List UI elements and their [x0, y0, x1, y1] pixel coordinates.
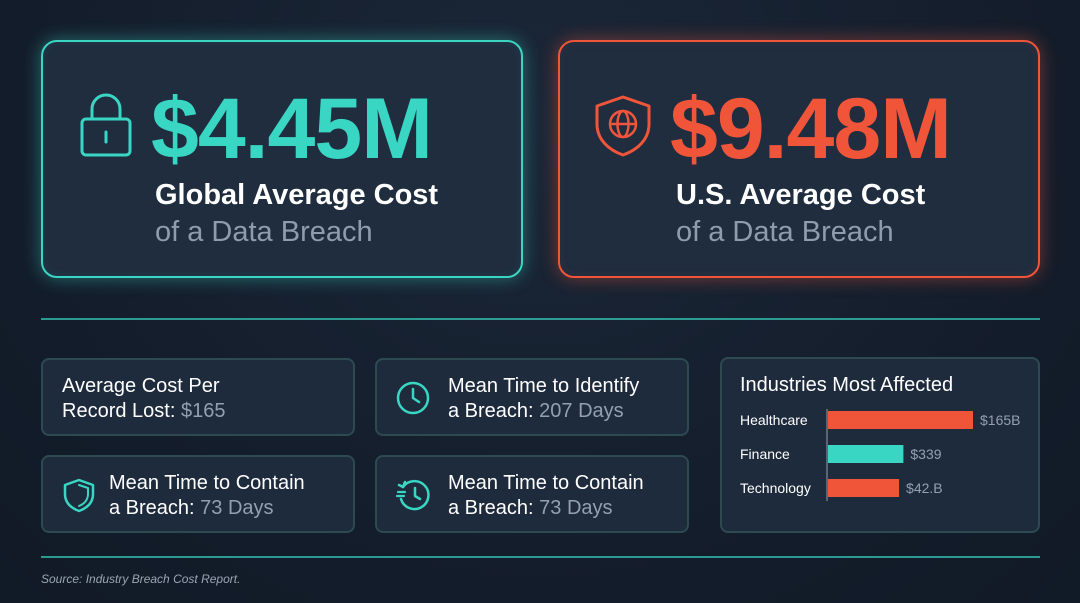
stat-line2: a Breach: 73 Days — [448, 496, 644, 521]
stat-line2: Record Lost: $165 — [62, 399, 225, 424]
stat-line1: Mean Time to Contain — [109, 472, 305, 494]
bar-healthcare — [828, 411, 973, 429]
us-average-cost-value: $9.48M — [670, 81, 952, 177]
stat-value: $165 — [180, 400, 226, 422]
industries-bar-chart: Healthcare $165B Finance $339 Technology $42.… — [740, 409, 1020, 501]
stat-card-time-to-identify: Mean Time to Identify a Breach: 207 Days — [375, 358, 689, 436]
value-label: $42.B — [906, 480, 943, 496]
stat-text: Average Cost Per Record Lost: $165 — [62, 374, 225, 424]
stat-card-cost-per-record: Average Cost Per Record Lost: $165 — [41, 358, 355, 436]
category-label: Technology — [740, 480, 811, 496]
us-average-cost-title: U.S. Average Cost — [676, 179, 926, 211]
source-note: Source: Industry Breach Cost Report. — [41, 572, 241, 586]
stat-label: a Breach: — [448, 497, 534, 519]
us-average-cost-subtitle: of a Data Breach — [676, 216, 894, 248]
divider-top — [41, 318, 1040, 320]
stat-text: Mean Time to Identify a Breach: 207 Days — [448, 374, 639, 424]
stat-label: Record Lost: — [62, 400, 176, 422]
bar-finance — [828, 445, 904, 463]
stat-text: Mean Time to Contain a Breach: 73 Days — [109, 471, 305, 521]
bar-technology — [828, 479, 900, 497]
stat-line1: Mean Time to Contain — [448, 472, 644, 494]
global-average-cost-title: Global Average Cost — [155, 179, 439, 211]
stat-line1: Average Cost Per — [62, 375, 220, 397]
us-average-cost-card: $9.48M U.S. Average Cost of a Data Breac… — [558, 40, 1040, 278]
stat-label: a Breach: — [109, 497, 195, 519]
clock-icon — [396, 381, 430, 415]
stat-value: 73 Days — [539, 497, 613, 519]
global-average-cost-subtitle: of a Data Breach — [155, 216, 373, 248]
value-label: $165B — [980, 412, 1020, 428]
global-average-cost-card: $4.45M Global Average Cost of a Data Bre… — [41, 40, 523, 278]
stat-text: Mean Time to Contain a Breach: 73 Days — [448, 471, 644, 521]
stat-card-time-to-contain: Mean Time to Contain a Breach: 73 Days — [41, 455, 355, 533]
stat-line2: a Breach: 73 Days — [109, 496, 305, 521]
category-label: Finance — [740, 446, 790, 462]
stat-line1: Mean Time to Identify — [448, 375, 640, 397]
history-clock-icon — [395, 479, 430, 511]
stat-value: 73 Days — [200, 497, 274, 519]
shield-globe-icon — [595, 95, 651, 157]
stat-value: 207 Days — [539, 400, 624, 422]
value-label: $339 — [910, 446, 941, 462]
stat-label: a Breach: — [448, 400, 534, 422]
lock-icon — [80, 93, 132, 157]
category-label: Healthcare — [740, 412, 808, 428]
stat-card-time-to-contain-2: Mean Time to Contain a Breach: 73 Days — [375, 455, 689, 533]
industries-chart-card: Industries Most Affected Healthcare $165B… — [720, 357, 1040, 533]
global-average-cost-value: $4.45M — [151, 81, 433, 177]
shield-icon — [63, 478, 95, 513]
chart-title: Industries Most Affected — [740, 374, 954, 396]
divider-bottom — [41, 556, 1040, 558]
stat-line2: a Breach: 207 Days — [448, 399, 639, 424]
